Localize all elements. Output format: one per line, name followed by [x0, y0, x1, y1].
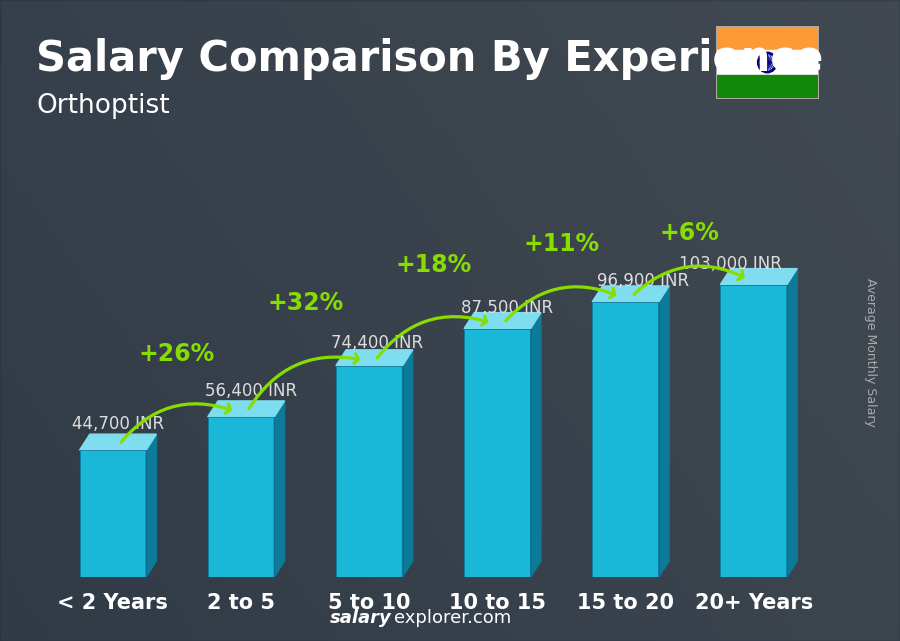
Polygon shape [402, 350, 413, 577]
Text: Average Monthly Salary: Average Monthly Salary [865, 278, 878, 427]
Text: 74,400 INR: 74,400 INR [331, 333, 423, 351]
Bar [336, 366, 402, 577]
Text: 96,900 INR: 96,900 INR [598, 272, 689, 290]
Polygon shape [592, 286, 669, 302]
Text: Salary Comparison By Experience: Salary Comparison By Experience [36, 38, 824, 81]
Polygon shape [146, 434, 157, 577]
Text: 56,400 INR: 56,400 INR [205, 382, 297, 400]
Circle shape [766, 61, 769, 64]
Text: +6%: +6% [660, 221, 719, 245]
Text: Orthoptist: Orthoptist [36, 93, 169, 119]
Text: +32%: +32% [267, 290, 343, 315]
Polygon shape [464, 313, 541, 328]
Text: 44,700 INR: 44,700 INR [72, 415, 164, 433]
Text: +26%: +26% [139, 342, 215, 366]
Polygon shape [720, 269, 797, 285]
Bar [720, 285, 787, 577]
Bar [464, 328, 531, 577]
Bar [208, 417, 274, 577]
Bar [716, 75, 819, 99]
Text: +11%: +11% [524, 233, 599, 256]
Polygon shape [787, 269, 797, 577]
Polygon shape [659, 286, 669, 577]
Text: explorer.com: explorer.com [394, 609, 511, 627]
Bar [79, 450, 146, 577]
Bar [716, 26, 819, 50]
Text: 103,000 INR: 103,000 INR [679, 255, 782, 273]
Text: salary: salary [329, 609, 392, 627]
Text: 87,500 INR: 87,500 INR [462, 299, 554, 317]
Bar [592, 302, 659, 577]
Polygon shape [208, 401, 284, 417]
Bar [716, 50, 819, 75]
Polygon shape [79, 434, 157, 450]
Polygon shape [274, 401, 284, 577]
Text: +18%: +18% [395, 253, 472, 278]
Polygon shape [336, 350, 413, 366]
Polygon shape [531, 313, 541, 577]
